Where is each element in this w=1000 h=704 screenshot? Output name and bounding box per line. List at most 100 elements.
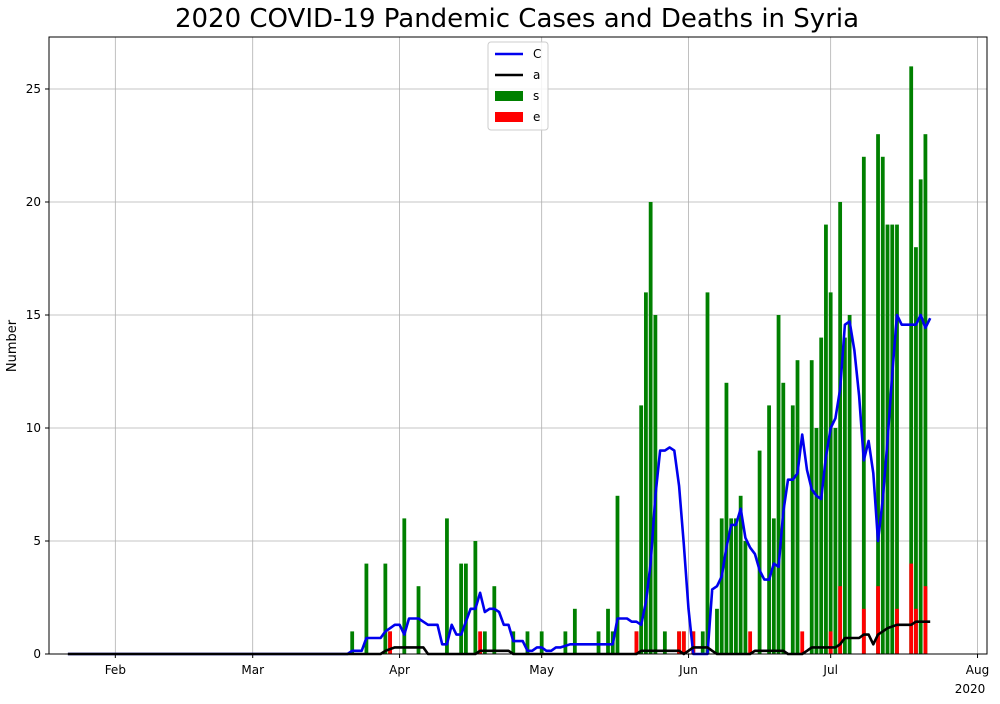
bar-e (838, 586, 843, 654)
bar-s (639, 405, 644, 654)
bar-s (828, 292, 833, 654)
bar-s (734, 518, 738, 654)
x-tick-label: Mar (241, 663, 264, 677)
x-tick-label: Feb (105, 663, 126, 677)
y-tick-label: 15 (26, 308, 41, 322)
bar-s (724, 382, 729, 654)
bar-e (914, 608, 918, 654)
bar-s (809, 360, 814, 654)
chart-title: 2020 COVID-19 Pandemic Cases and Deaths … (175, 4, 859, 34)
x-tick-label: May (529, 663, 554, 677)
x-tick-label: Apr (389, 663, 410, 677)
bar-s (402, 518, 407, 654)
bar-s (918, 179, 923, 654)
bar-s (525, 631, 530, 654)
bar-s (895, 224, 899, 655)
bar-e (923, 586, 928, 654)
x-axis: Feb Mar Apr May Jun Jul Aug (105, 654, 989, 677)
legend-frame (487, 41, 549, 131)
legend: Case (487, 41, 549, 131)
bar-e (478, 631, 482, 654)
x-tick-label: Jun (678, 663, 698, 677)
bar-s (729, 518, 734, 654)
legend-items: Case (495, 47, 541, 124)
bar-s (923, 134, 928, 654)
bar-s (463, 563, 468, 654)
bar-s (842, 337, 847, 654)
bar-s (909, 66, 914, 654)
bar-s (459, 563, 464, 654)
lines-layer (67, 313, 932, 656)
bar-s (776, 314, 781, 654)
bar-s (606, 608, 610, 654)
bar-e (677, 631, 681, 654)
bar-s (539, 631, 544, 654)
bar-s (700, 631, 705, 654)
bar-s (738, 495, 743, 654)
bar-e (876, 586, 880, 654)
bar-s (662, 631, 667, 654)
legend-label-C: C (533, 47, 541, 61)
bar-s (833, 427, 838, 654)
bar-e (895, 608, 899, 654)
y-axis: 0 5 10 15 20 25 (26, 82, 49, 661)
x-tick-label: Aug (966, 663, 989, 677)
legend-swatch-s (495, 91, 523, 101)
bar-s (814, 427, 819, 654)
bar-e (828, 631, 833, 654)
bar-s (914, 247, 918, 654)
bar-s (492, 586, 497, 654)
legend-label-e: e (533, 110, 540, 124)
y-tick-label: 25 (26, 82, 41, 96)
bar-e (748, 631, 753, 654)
line-a (67, 620, 931, 656)
bar-s (824, 224, 828, 655)
bar-s (838, 201, 843, 654)
y-tick-label: 10 (26, 421, 41, 435)
x-axis-year-label: 2020 (955, 682, 986, 696)
bar-s (350, 631, 355, 654)
bar-e (800, 631, 805, 654)
legend-label-a: a (533, 68, 540, 82)
x-tick-label: Jul (822, 663, 837, 677)
bar-s (767, 405, 771, 654)
bar-s (364, 563, 369, 654)
legend-swatch-e (495, 112, 523, 122)
bar-s (511, 631, 516, 654)
bar-s (715, 608, 719, 654)
bars-layer (350, 66, 928, 655)
bar-e (861, 608, 866, 654)
bar-s (861, 156, 866, 655)
bar-s (644, 292, 648, 654)
bar-s (473, 540, 478, 654)
y-tick-label: 0 (33, 647, 41, 661)
bar-s (482, 631, 487, 654)
bar-s (880, 156, 885, 655)
bar-s (383, 563, 388, 654)
bar-s (572, 608, 577, 654)
y-tick-label: 5 (33, 534, 41, 548)
bar-e (681, 631, 686, 654)
bar-s (719, 518, 724, 654)
bar-s (705, 292, 710, 654)
y-axis-label: Number (5, 319, 20, 372)
bar-s (743, 540, 748, 654)
bar-s (757, 450, 762, 654)
bar-s (648, 201, 653, 654)
line-C (67, 313, 932, 656)
bar-s (771, 518, 776, 654)
bar-s (563, 631, 568, 654)
bar-s (876, 134, 880, 654)
bar-s (790, 405, 795, 654)
bar-e (909, 563, 914, 654)
y-tick-label: 20 (26, 195, 41, 209)
bar-s (445, 518, 449, 654)
bar-s (847, 314, 852, 654)
plot-frame (48, 36, 988, 655)
bar-s (416, 586, 421, 654)
bar-s (795, 360, 800, 654)
bar-s (596, 631, 601, 654)
bar-s (890, 224, 895, 655)
